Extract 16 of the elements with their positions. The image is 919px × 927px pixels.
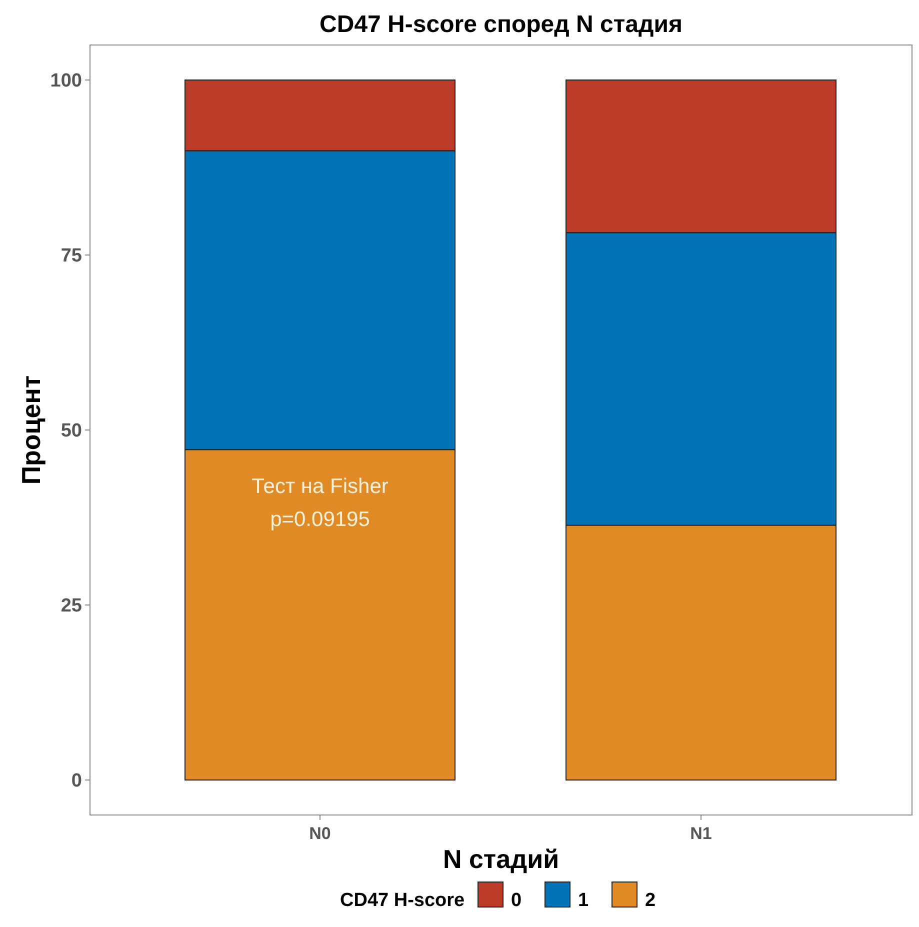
annotation: p=0.09195 bbox=[270, 508, 370, 531]
y-axis-title: Процент bbox=[16, 375, 46, 485]
y-tick-label: 50 bbox=[60, 420, 82, 442]
legend-label: 2 bbox=[645, 890, 656, 911]
x-axis-title: N стадий bbox=[442, 844, 560, 874]
legend-label: 0 bbox=[511, 890, 522, 911]
y-tick-label: 0 bbox=[71, 770, 82, 792]
y-tick-label: 75 bbox=[60, 246, 82, 267]
x-tick-label: N1 bbox=[690, 824, 712, 843]
y-tick-label: 25 bbox=[60, 596, 82, 617]
y-tick-label: 100 bbox=[50, 70, 82, 92]
legend-label: 1 bbox=[578, 890, 589, 911]
chart-title: CD47 H-score според N стадия bbox=[320, 11, 682, 38]
annotation: Тест на Fisher bbox=[252, 475, 388, 498]
x-tick-label: N0 bbox=[309, 824, 331, 843]
legend-title: CD47 H-score bbox=[340, 890, 465, 911]
